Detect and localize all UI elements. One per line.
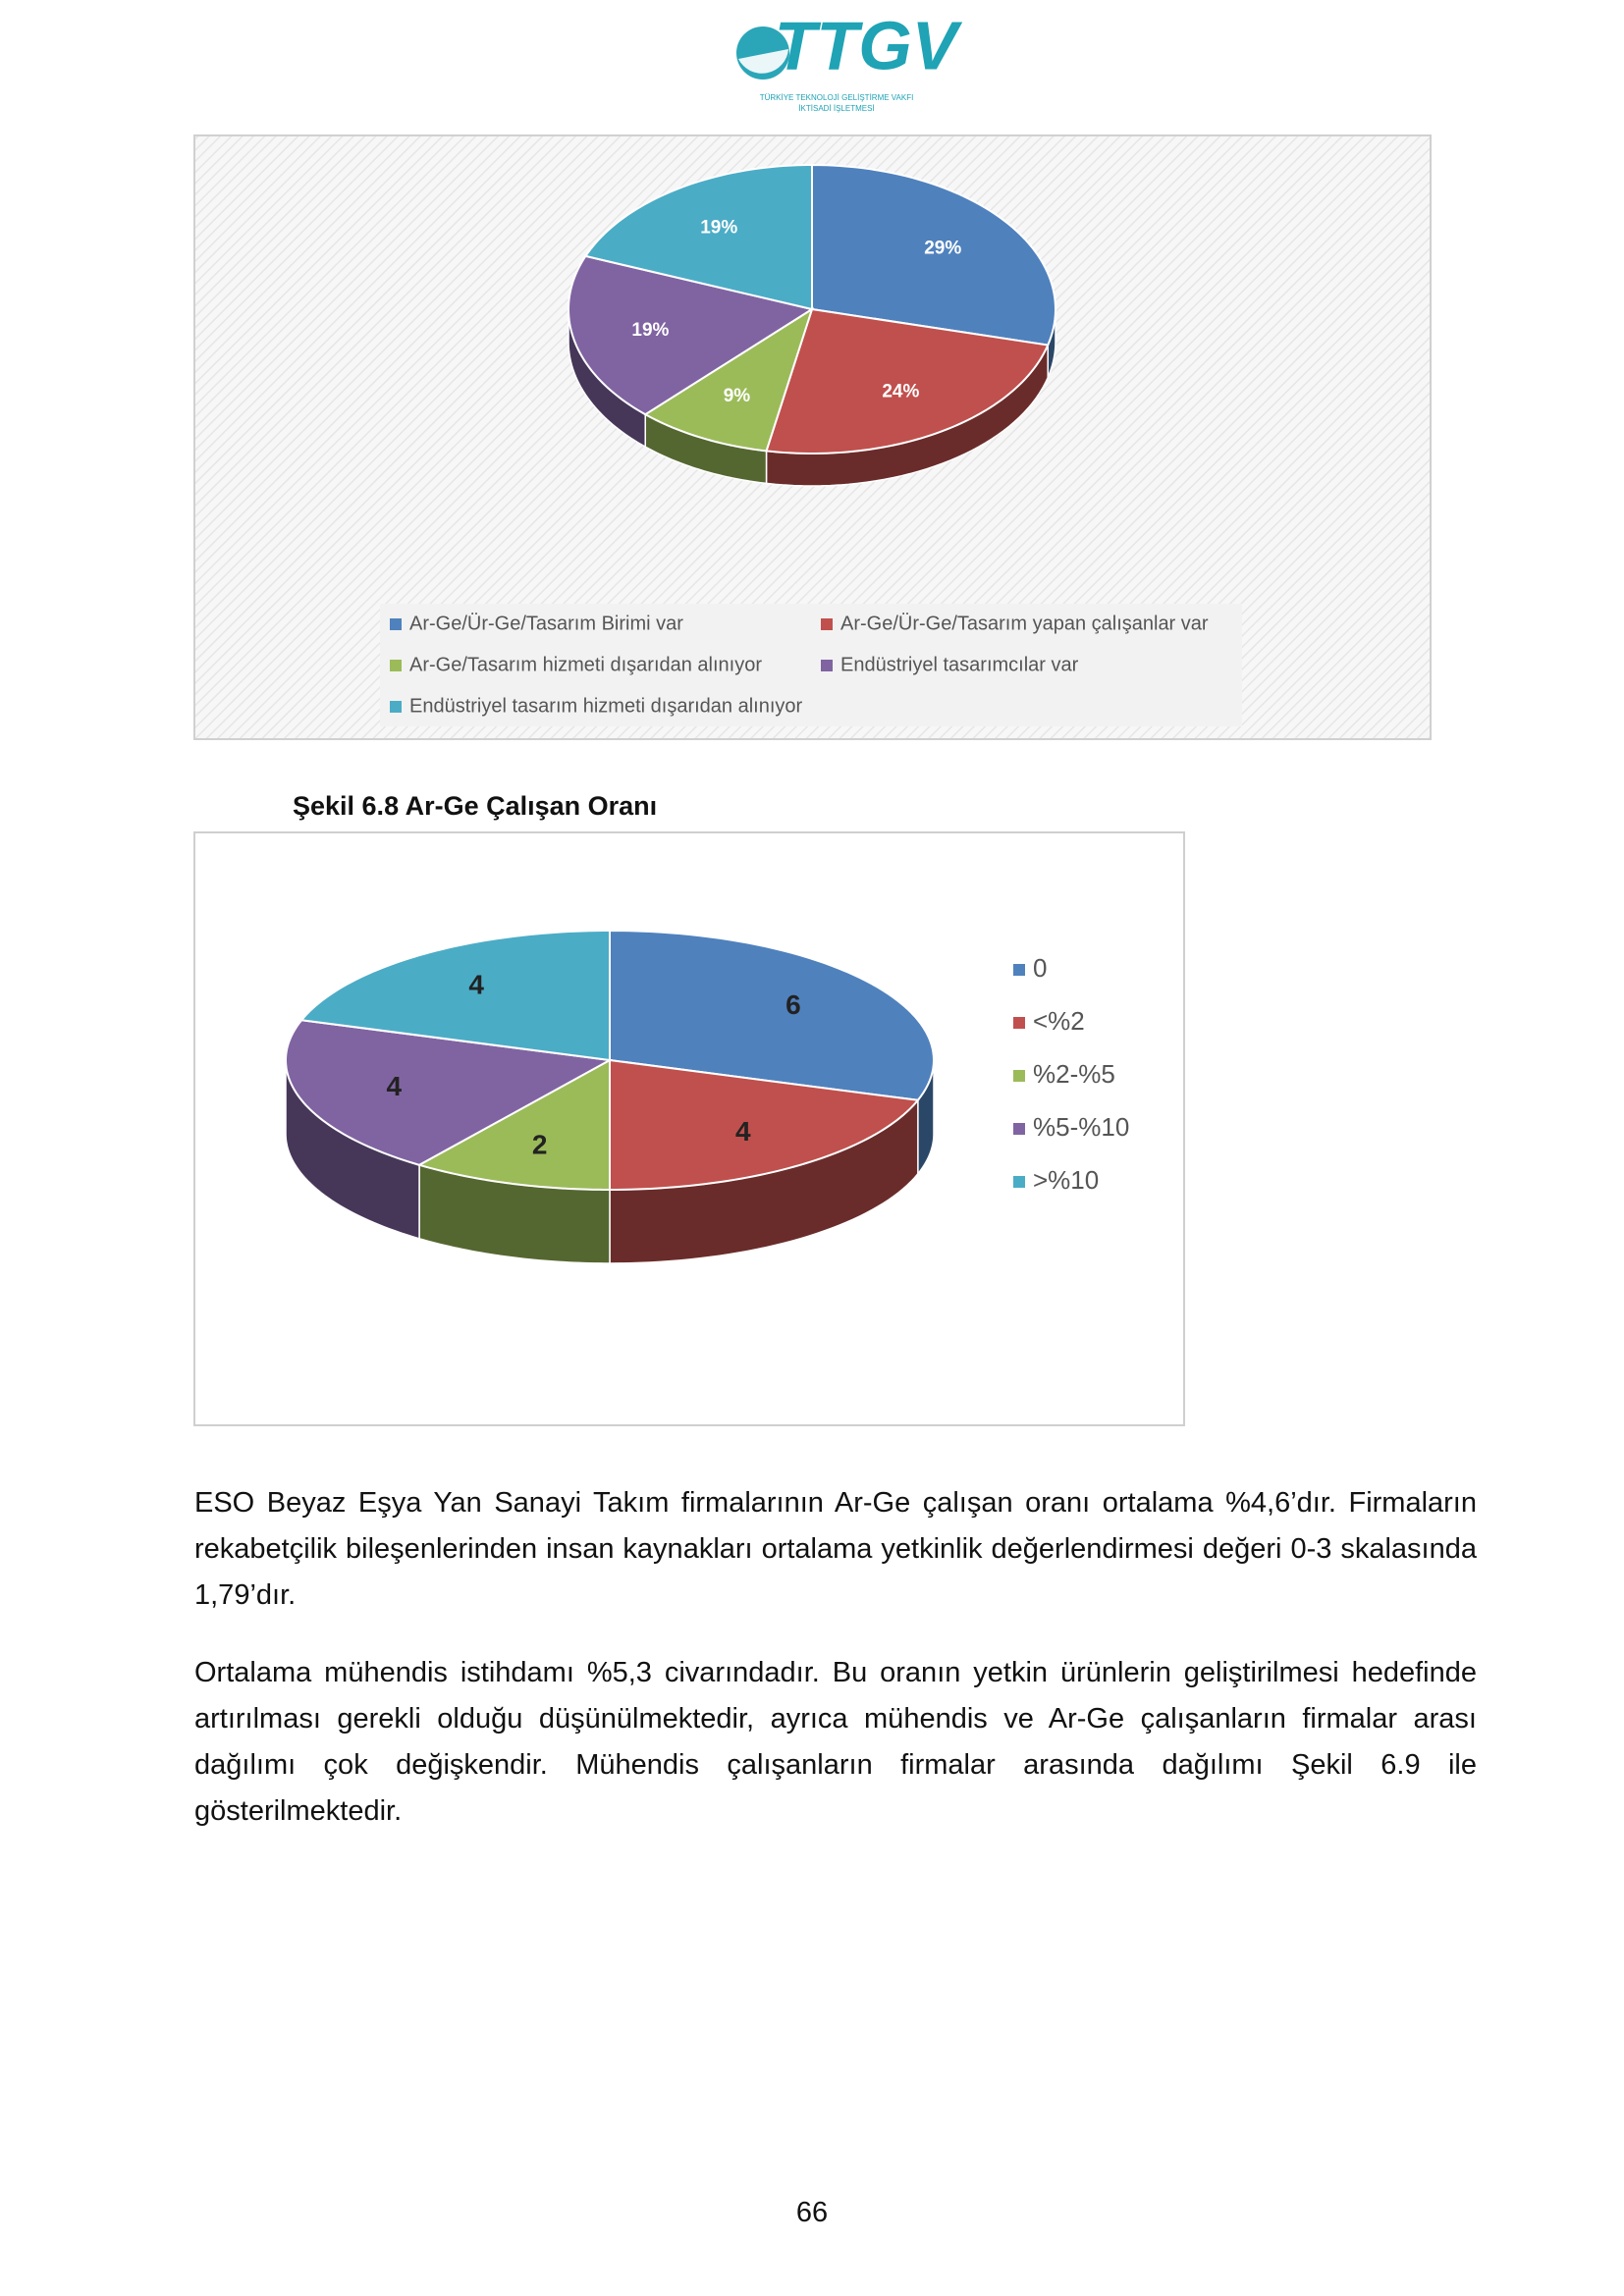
paragraph: ESO Beyaz Eşya Yan Sanayi Takım firmalar…: [194, 1487, 1477, 1611]
logo-subtitle: TÜRKİYE TEKNOLOJİ GELİŞTİRME VAKFI: [760, 93, 914, 102]
figure-caption: Şekil 6.8 Ar-Ge Çalışan Oranı: [293, 791, 657, 821]
slice: [284, 1019, 614, 1166]
paragraph: Ortalama mühendis istihdamı %5,3 civarın…: [194, 1657, 1477, 1827]
slice: [765, 307, 1050, 454]
slice: [416, 1058, 611, 1192]
legend-swatch: [1013, 1176, 1025, 1188]
data-label: 29%: [924, 239, 961, 259]
logo-text: TTGV: [775, 7, 963, 83]
slice: [299, 929, 611, 1062]
legend-label: Ar-Ge/Tasarım hizmeti dışarıdan alınıyor: [409, 654, 762, 675]
page-number: 66: [795, 2197, 829, 2228]
data-label: 4: [468, 970, 484, 1000]
figures: TTGV TÜRKİYE TEKNOLOJİ GELİŞTİRME VAKFI …: [193, 7, 1432, 1426]
data-label: 6: [785, 989, 801, 1020]
legend-swatch: [390, 701, 402, 713]
data-label: 2: [532, 1129, 548, 1159]
slice: [583, 163, 813, 311]
data-label: 19%: [631, 320, 669, 341]
legend-label: Ar-Ge/Ür-Ge/Tasarım yapan çalışanlar var: [840, 613, 1209, 634]
legend-swatch: [390, 618, 402, 630]
logo-cut: [738, 49, 788, 74]
legend-label: Endüstriyel tasarımcılar var: [840, 654, 1079, 675]
slice: [609, 1058, 920, 1192]
slice: [811, 163, 1056, 347]
logo-subtitle: İKTİSADİ İŞLETMESİ: [798, 104, 874, 113]
legend-swatch: [390, 660, 402, 671]
legend-label: 0: [1033, 953, 1047, 983]
legend-label: %5-%10: [1033, 1112, 1129, 1142]
legend-label: Endüstriyel tasarım hizmeti dışarıdan al…: [409, 695, 803, 717]
slice: [609, 929, 936, 1101]
legend-label: %2-%5: [1033, 1059, 1115, 1089]
data-label: 4: [735, 1116, 751, 1147]
data-label: 9%: [724, 386, 751, 406]
data-label: 19%: [700, 217, 737, 238]
legend-box: [380, 604, 1242, 726]
legend-swatch: [1013, 1123, 1025, 1135]
legend-swatch: [821, 660, 833, 671]
legend-label: >%10: [1033, 1165, 1099, 1195]
slice: [643, 306, 814, 453]
data-label: 24%: [882, 381, 919, 401]
legend-label: <%2: [1033, 1006, 1085, 1036]
legend-label: Ar-Ge/Ür-Ge/Tasarım Birimi var: [409, 613, 683, 634]
legend-swatch: [821, 618, 833, 630]
legend-swatch: [1013, 1017, 1025, 1029]
legend-swatch: [1013, 964, 1025, 976]
legend-swatch: [1013, 1070, 1025, 1082]
data-label: 4: [387, 1071, 403, 1101]
